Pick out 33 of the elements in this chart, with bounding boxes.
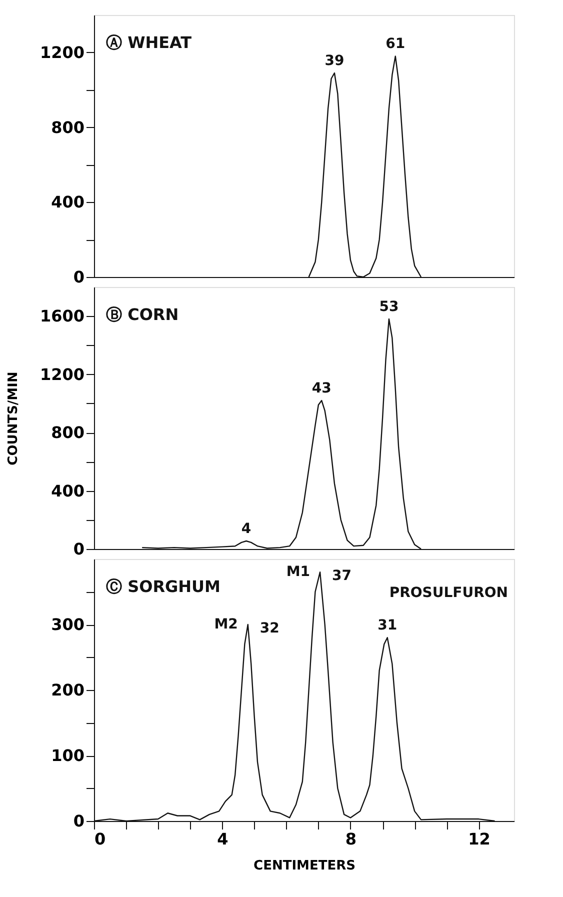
annotation: PROSULFURON [389, 585, 508, 601]
x-tick-label: 12 [468, 830, 490, 848]
annotation: 39 [324, 53, 344, 70]
y-tick-label: 0 [73, 268, 84, 286]
y-tick-label: 0 [73, 812, 84, 830]
y-tick-label: 400 [51, 192, 84, 212]
annotation: 31 [378, 618, 398, 634]
y-tick-label: 100 [51, 746, 84, 765]
y-tick-label: 300 [51, 615, 84, 634]
y-axis-title: COUNTS/MIN [6, 372, 21, 466]
annotation: 61 [386, 36, 406, 52]
x-tick-label: 0 [94, 830, 106, 848]
annotation: 32 [260, 620, 280, 636]
x-tick-label: 4 [217, 830, 228, 848]
y-tick-label: 200 [51, 680, 84, 700]
y-tick-label: 400 [51, 481, 84, 500]
annotation: 43 [312, 380, 332, 397]
y-tick-label: 800 [51, 423, 84, 442]
annotation: 37 [332, 568, 352, 584]
y-tick-label: 1200 [40, 42, 84, 62]
y-tick-label: 0 [73, 540, 84, 558]
annotation: 53 [379, 299, 399, 316]
annotation: Ⓒ SORGHUM [106, 577, 220, 596]
annotation: Ⓑ CORN [106, 305, 179, 324]
annotation: M1 [286, 564, 310, 580]
y-tick-label: 1600 [40, 306, 84, 326]
annotation: M2 [214, 616, 238, 632]
y-tick-label: 800 [51, 118, 84, 137]
annotation: 4 [241, 520, 252, 537]
y-tick-label: 1200 [40, 364, 84, 384]
x-axis-title: CENTIMETERS [254, 858, 356, 874]
annotation: Ⓐ WHEAT [106, 33, 192, 52]
x-tick-label: 8 [345, 830, 357, 848]
